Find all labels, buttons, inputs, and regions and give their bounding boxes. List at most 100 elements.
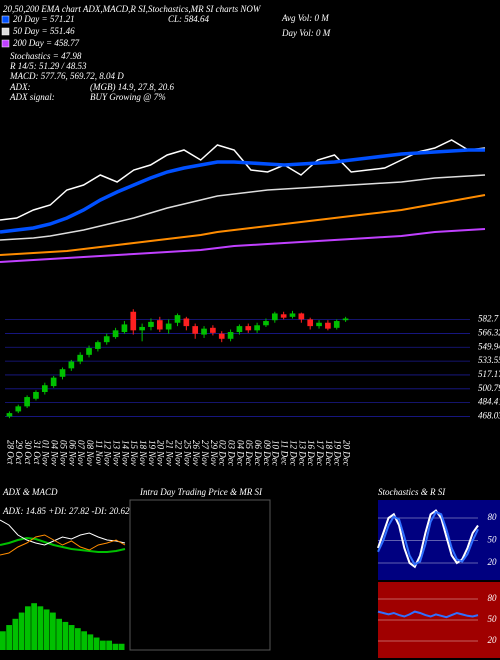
x-tick-label: 20 Dec <box>342 440 352 466</box>
annotation: Day Vol: 0 M <box>281 28 331 38</box>
legend-label: 50 Day = 551.46 <box>13 26 75 36</box>
x-tick-label: 13 Nov <box>112 440 122 466</box>
legend-label: 20 Day = 571.21 <box>13 14 75 24</box>
chart-title: ADX & MACD <box>2 487 58 497</box>
x-tick-label: 08 Nov <box>85 440 95 466</box>
chart-title: Intra Day Trading Price & MR SI <box>139 487 263 497</box>
x-tick-label: 11 Nov <box>94 440 104 465</box>
candle-body <box>165 323 172 330</box>
x-tick-label: 10 Dec <box>271 440 281 466</box>
legend-swatch <box>1 39 10 48</box>
series-line <box>377 510 479 566</box>
candle-body <box>245 326 252 331</box>
candle-body <box>156 320 163 330</box>
bar <box>62 621 69 650</box>
candle-body <box>227 332 234 339</box>
candle-body <box>148 321 154 327</box>
x-tick-label: 15 Nov <box>129 440 139 466</box>
candle-body <box>68 361 75 369</box>
x-tick-label: 13 Dec <box>297 440 307 466</box>
bar <box>43 609 50 650</box>
series-line <box>0 194 486 256</box>
y-tick-label: 20 <box>488 557 498 567</box>
candle-body <box>24 397 30 407</box>
x-tick-label: 06 Nov <box>67 440 77 466</box>
bar <box>112 643 119 650</box>
x-tick-label: 14 Nov <box>120 440 130 466</box>
annotation: ADX: 14.85 +DI: 27.82 -DI: 20.62 <box>2 506 130 516</box>
candle-body <box>130 311 137 331</box>
x-tick-label: 20 Nov <box>156 440 166 466</box>
candle-body <box>59 369 66 377</box>
candle-body <box>121 324 128 333</box>
x-tick-label: 17 Dec <box>315 440 325 466</box>
y-tick-label: 533.55 <box>478 355 500 365</box>
candle-body <box>6 413 13 417</box>
x-tick-label: 12 Dec <box>288 440 298 466</box>
y-tick-label: 50 <box>488 614 498 624</box>
candle-body <box>183 318 190 327</box>
bar <box>6 625 12 650</box>
candle-body <box>33 391 39 399</box>
bar <box>56 618 62 650</box>
annotation: R 14/5: 51.29 / 48.53 <box>9 61 87 71</box>
y-tick-label: 80 <box>488 512 498 522</box>
x-tick-label: 09 Dec <box>262 440 272 466</box>
candle-body <box>112 330 119 338</box>
x-tick-label: 27 Nov <box>200 440 210 466</box>
x-tick-label: 22 Nov <box>173 440 183 466</box>
candle-body <box>139 326 145 331</box>
y-tick-label: 50 <box>488 535 498 545</box>
y-tick-label: 20 <box>488 635 498 645</box>
candle-body <box>316 322 322 327</box>
annotation: ADX signal: <box>9 92 55 102</box>
x-tick-label: 05 Nov <box>58 440 68 466</box>
x-tick-label: 04 Dec <box>235 440 245 466</box>
candle-body <box>86 348 92 355</box>
x-tick-label: 02 Dec <box>218 440 228 466</box>
candle-body <box>15 406 22 412</box>
bar <box>18 612 25 650</box>
bar <box>81 631 87 650</box>
series-line <box>0 174 486 241</box>
legend-swatch <box>1 15 10 24</box>
panel-background <box>129 499 271 651</box>
candle-body <box>41 385 48 392</box>
x-tick-label: 18 Nov <box>138 440 148 466</box>
candle-body <box>236 326 243 333</box>
series-line <box>0 534 126 556</box>
candle-body <box>325 322 331 329</box>
x-tick-label: 05 Dec <box>244 440 254 466</box>
x-tick-label: 30 Oct <box>23 439 33 465</box>
x-tick-label: 11 Dec <box>280 440 290 465</box>
bar <box>50 612 56 650</box>
candle-body <box>95 342 101 349</box>
series-line <box>0 139 486 221</box>
bar <box>100 640 106 650</box>
x-tick-label: 01 Nov <box>41 440 51 466</box>
y-tick-label: 566.32 <box>478 328 500 338</box>
candle-body <box>192 326 199 334</box>
x-tick-label: 28 Oct <box>5 440 15 465</box>
candle-body <box>280 314 287 318</box>
bar <box>0 631 6 650</box>
annotation: CL: 584.64 <box>168 14 210 24</box>
x-tick-label: 26 Nov <box>191 440 201 466</box>
candle-body <box>298 313 305 320</box>
bar <box>25 606 31 650</box>
bar <box>118 643 125 650</box>
x-tick-label: 12 Nov <box>103 440 113 466</box>
series-line <box>0 228 486 263</box>
candle-body <box>210 327 216 333</box>
y-tick-label: 500.79 <box>478 383 500 393</box>
chart-title: 20,50,200 EMA chart ADX,MACD,R SI,Stocha… <box>3 4 262 14</box>
bar <box>68 625 75 650</box>
series-line <box>377 610 479 619</box>
bar <box>93 637 100 650</box>
annotation: Avg Vol: 0 M <box>281 13 329 23</box>
candle-body <box>77 354 84 362</box>
bar <box>12 618 19 650</box>
annotation: ADX: <box>9 82 31 92</box>
